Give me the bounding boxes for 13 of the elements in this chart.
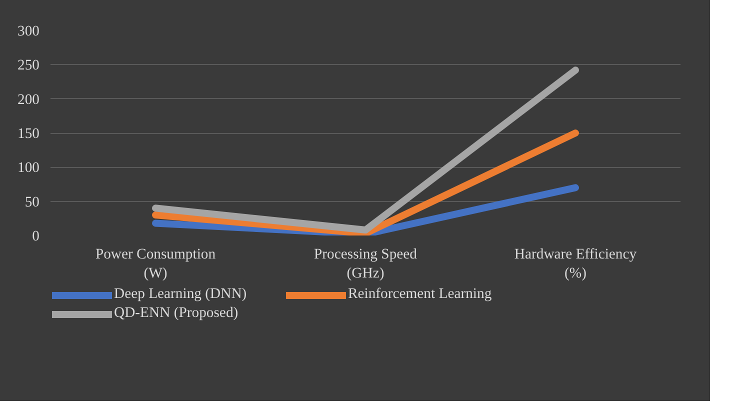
y-tick-label: 200 (18, 92, 40, 108)
legend-label: QD-ENN (Proposed) (114, 305, 240, 322)
y-tick-label: 50 (24, 194, 40, 210)
y-tick-label: 100 (18, 160, 40, 176)
x-tick-label: Hardware Efficiency (%) (514, 246, 638, 282)
legend-label: Deep Learning (DNN) (114, 286, 248, 303)
y-tick-label: 300 (18, 24, 40, 40)
x-tick-label: Power Consumption (W) (95, 246, 216, 282)
y-tick-label: 150 (18, 126, 40, 142)
x-tick-label: Processing Speed (GHz) (314, 246, 418, 282)
y-tick-label: 0 (32, 228, 40, 244)
y-tick-label: 250 (18, 58, 40, 74)
legend-label: Reinforcement Learning (348, 286, 493, 303)
